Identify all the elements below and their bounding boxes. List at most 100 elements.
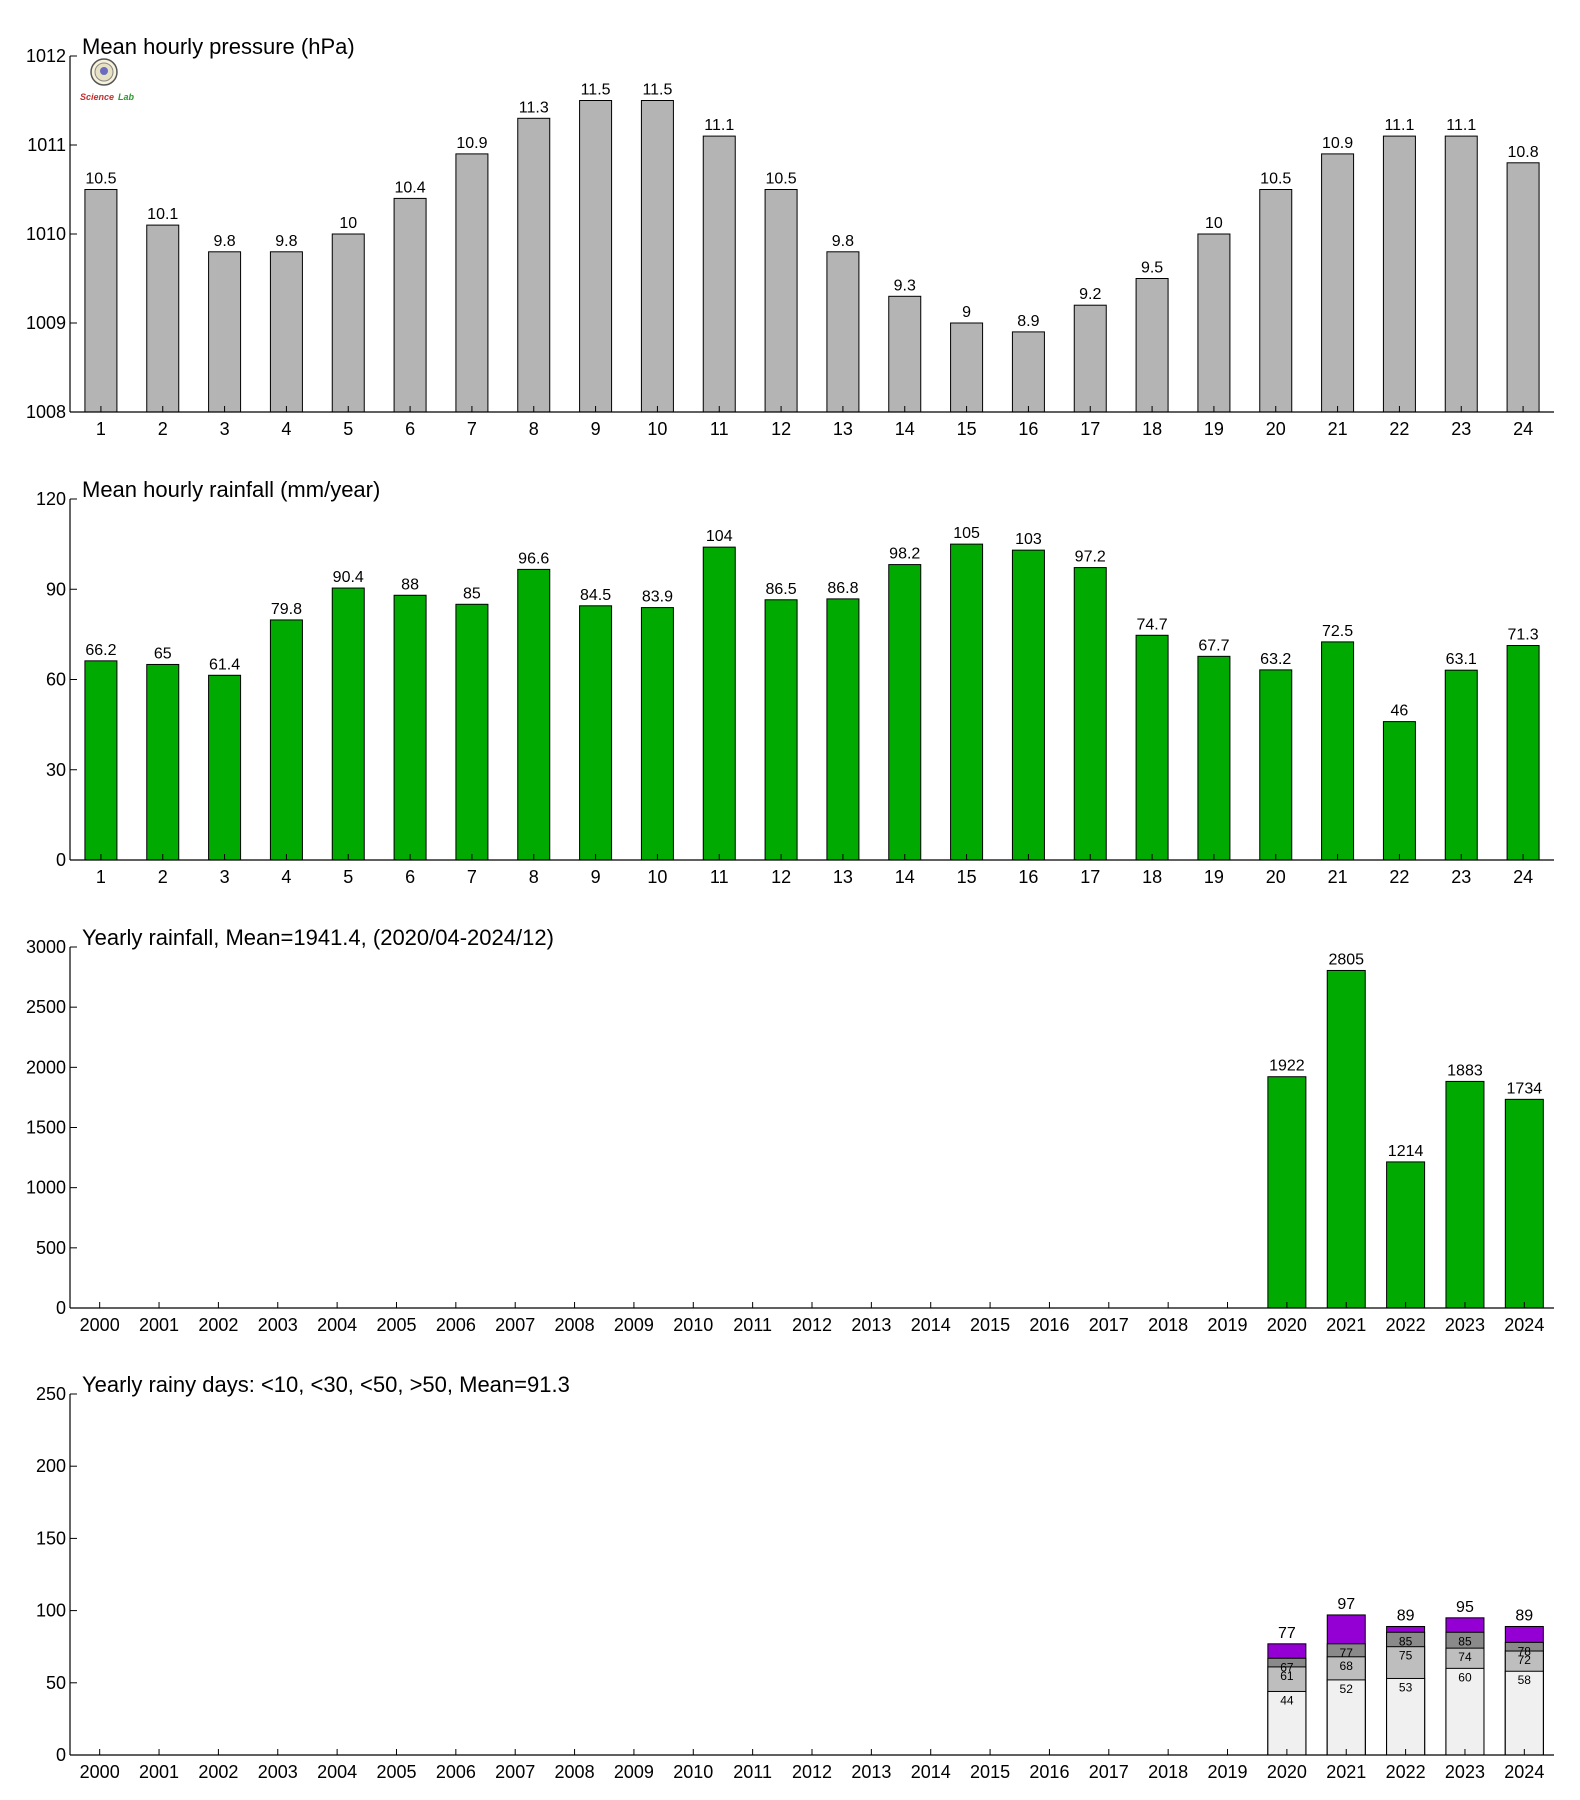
bar bbox=[579, 100, 613, 413]
bar bbox=[393, 594, 427, 861]
bar bbox=[1073, 567, 1107, 861]
data-label: 83.9 bbox=[642, 589, 673, 606]
segment-label: 61 bbox=[1280, 1669, 1294, 1683]
bar bbox=[888, 564, 922, 861]
data-label: 10 bbox=[339, 215, 357, 232]
data-label: 8.9 bbox=[1017, 313, 1039, 330]
x-tick-label: 2012 bbox=[792, 1315, 832, 1335]
data-label: 105 bbox=[953, 525, 980, 542]
x-tick-label: 2009 bbox=[614, 1315, 654, 1335]
x-tick-label: 2017 bbox=[1089, 1762, 1129, 1782]
x-tick-label: 2011 bbox=[733, 1315, 772, 1335]
x-tick-label: 2007 bbox=[495, 1315, 535, 1335]
bar bbox=[1135, 278, 1169, 413]
x-tick-label: 9 bbox=[591, 867, 601, 887]
data-label: 1734 bbox=[1507, 1080, 1543, 1097]
bar bbox=[1321, 641, 1355, 861]
bar bbox=[579, 605, 613, 861]
x-tick-label: 2018 bbox=[1148, 1762, 1188, 1782]
data-label: 9.8 bbox=[275, 233, 297, 250]
x-tick-label: 2003 bbox=[258, 1762, 298, 1782]
bar bbox=[764, 599, 798, 861]
data-label: 10.5 bbox=[85, 171, 116, 188]
bar bbox=[1382, 721, 1416, 861]
x-tick-label: 13 bbox=[833, 419, 853, 439]
data-label: 10.9 bbox=[1322, 135, 1353, 152]
x-tick-label: 6 bbox=[405, 867, 415, 887]
x-tick-label: 22 bbox=[1389, 419, 1409, 439]
x-tick-label: 14 bbox=[895, 867, 915, 887]
x-tick-label: 2000 bbox=[80, 1315, 120, 1335]
data-label: 9 bbox=[962, 304, 971, 321]
bar bbox=[1259, 669, 1293, 861]
y-tick-label: 100 bbox=[36, 1601, 66, 1621]
segment-label: 85 bbox=[1399, 1634, 1413, 1648]
x-tick-label: 2011 bbox=[733, 1762, 772, 1782]
total-label: 89 bbox=[1397, 1607, 1415, 1624]
bar bbox=[950, 322, 984, 413]
data-label: 97.2 bbox=[1075, 549, 1106, 566]
data-label: 1922 bbox=[1269, 1058, 1305, 1075]
segment-label: 77 bbox=[1340, 1646, 1354, 1660]
x-tick-label: 3 bbox=[220, 419, 230, 439]
bar bbox=[950, 543, 984, 861]
x-tick-label: 2 bbox=[158, 419, 168, 439]
total-label: 89 bbox=[1515, 1607, 1533, 1624]
x-tick-label: 2015 bbox=[970, 1315, 1010, 1335]
x-tick-label: 2024 bbox=[1504, 1762, 1544, 1782]
x-tick-label: 2022 bbox=[1386, 1315, 1426, 1335]
data-label: 46 bbox=[1391, 703, 1409, 720]
data-label: 9.5 bbox=[1141, 260, 1163, 277]
x-tick-label: 2013 bbox=[851, 1762, 891, 1782]
segment-label: 67 bbox=[1280, 1660, 1294, 1674]
bar bbox=[1506, 645, 1540, 861]
x-tick-label: 23 bbox=[1451, 867, 1471, 887]
segment-label: 75 bbox=[1399, 1649, 1413, 1663]
data-label: 11.1 bbox=[1446, 117, 1476, 134]
x-tick-label: 19 bbox=[1204, 867, 1224, 887]
data-label: 65 bbox=[154, 645, 172, 662]
y-tick-label: 3000 bbox=[26, 937, 66, 957]
bar bbox=[1506, 162, 1540, 413]
bar bbox=[208, 674, 242, 861]
bar bbox=[269, 251, 303, 413]
x-tick-label: 2008 bbox=[555, 1762, 595, 1782]
segment-label: 68 bbox=[1340, 1659, 1354, 1673]
data-label: 1214 bbox=[1388, 1143, 1424, 1160]
data-label: 71.3 bbox=[1508, 627, 1539, 644]
segment-label: 52 bbox=[1340, 1682, 1354, 1696]
x-tick-label: 2000 bbox=[80, 1762, 120, 1782]
y-tick-label: 150 bbox=[36, 1528, 66, 1548]
x-tick-label: 2021 bbox=[1326, 1315, 1366, 1335]
bar bbox=[1326, 969, 1366, 1309]
x-tick-label: 12 bbox=[771, 867, 791, 887]
y-tick-label: 120 bbox=[36, 489, 66, 509]
bar bbox=[1267, 1076, 1307, 1309]
x-tick-label: 5 bbox=[343, 419, 353, 439]
bar bbox=[826, 251, 860, 413]
y-tick-label: 200 bbox=[36, 1456, 66, 1476]
data-label: 85 bbox=[463, 585, 481, 602]
data-label: 84.5 bbox=[580, 587, 611, 604]
x-tick-label: 7 bbox=[467, 419, 477, 439]
x-tick-label: 2010 bbox=[673, 1762, 713, 1782]
y-tick-label: 1000 bbox=[26, 1178, 66, 1198]
x-tick-label: 5 bbox=[343, 867, 353, 887]
data-label: 2805 bbox=[1328, 951, 1364, 968]
bar bbox=[84, 189, 118, 413]
bar bbox=[269, 619, 303, 861]
bar bbox=[331, 233, 365, 413]
data-label: 63.2 bbox=[1260, 651, 1291, 668]
y-tick-label: 1500 bbox=[26, 1118, 66, 1138]
y-tick-label: 500 bbox=[36, 1238, 66, 1258]
y-tick-label: 0 bbox=[56, 850, 66, 870]
bar bbox=[84, 660, 118, 861]
data-label: 9.8 bbox=[213, 233, 235, 250]
bar bbox=[826, 598, 860, 861]
x-tick-label: 2002 bbox=[198, 1762, 238, 1782]
x-tick-label: 2005 bbox=[376, 1315, 416, 1335]
x-tick-label: 2002 bbox=[198, 1315, 238, 1335]
bar bbox=[1135, 634, 1169, 861]
x-tick-label: 4 bbox=[281, 419, 291, 439]
x-tick-label: 3 bbox=[220, 867, 230, 887]
